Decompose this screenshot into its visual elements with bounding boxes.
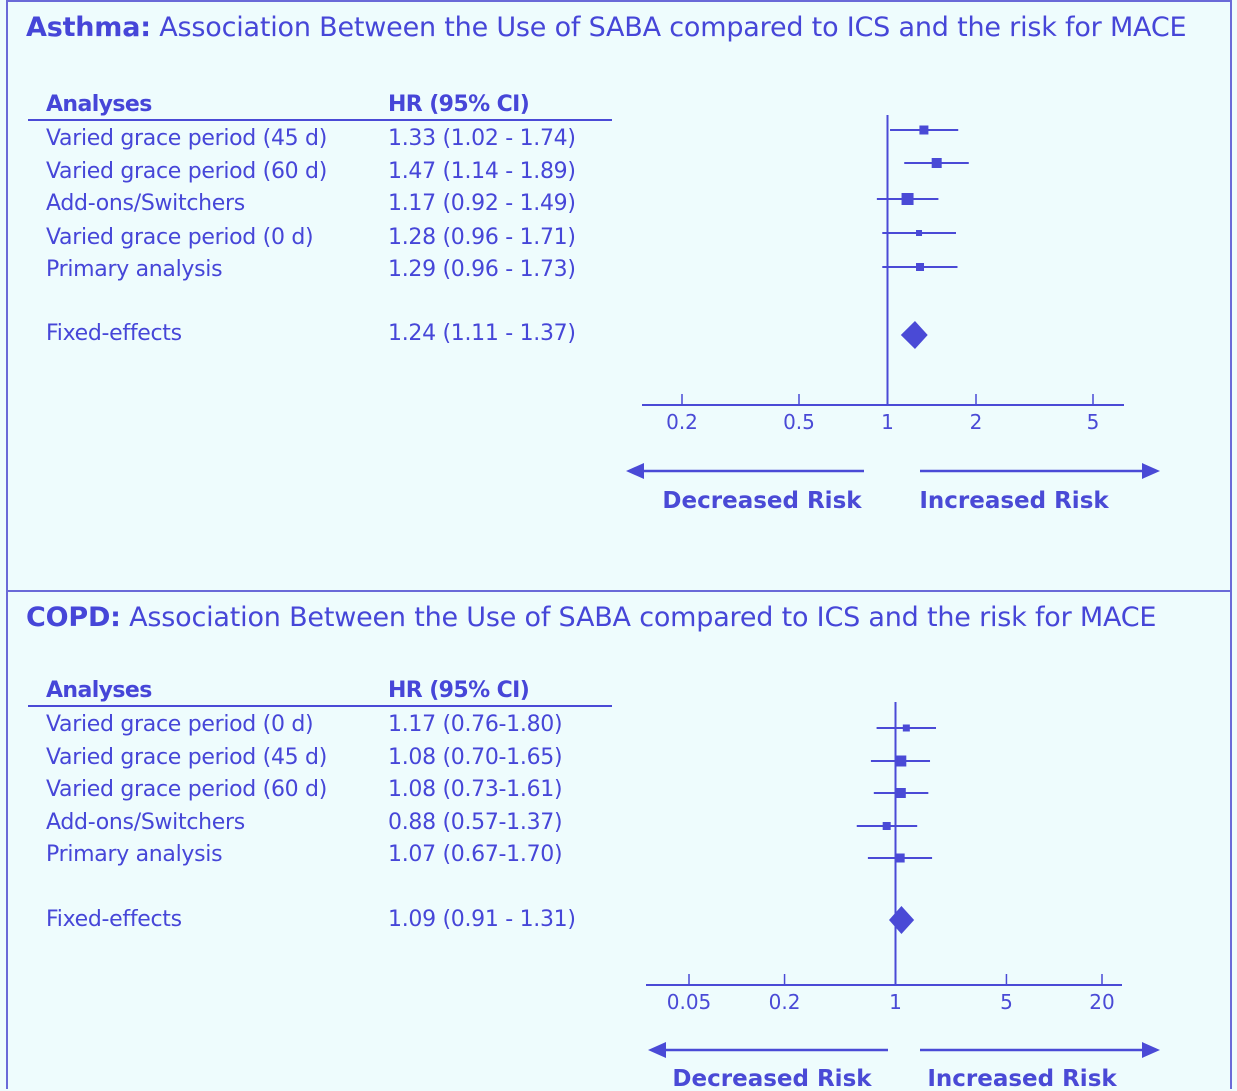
- copd-row-ci: 1.08 (0.73-1.61): [388, 777, 563, 802]
- copd-row-ci: 0.88 (0.57-1.37): [388, 810, 563, 835]
- asthma-x-tick-label: 2: [970, 410, 983, 434]
- copd-decreased-arrowhead: [648, 1042, 666, 1058]
- asthma-point-estimate: [931, 158, 942, 168]
- copd-panel: COPD: Association Between the Use of SAB…: [6, 590, 1232, 1091]
- asthma-point-estimate: [916, 263, 925, 271]
- asthma-decreased-arrowhead: [626, 463, 644, 479]
- copd-pooled-diamond: [888, 906, 915, 934]
- copd-title-lead: COPD:: [26, 602, 121, 633]
- asthma-increased-risk-label: Increased Risk: [919, 488, 1109, 514]
- copd-row-label: Varied grace period (60 d): [46, 777, 327, 802]
- copd-analyses-header: Analyses: [46, 678, 152, 703]
- asthma-row-label: Varied grace period (0 d): [46, 225, 314, 250]
- asthma-forest-plot: 0.2 0.5 1 2 5 Decreased Risk Increased Risk: [626, 115, 1160, 514]
- asthma-point-estimate: [916, 230, 923, 236]
- asthma-point-estimate: [901, 193, 914, 205]
- copd-x-tick-label: 0.2: [769, 990, 801, 1014]
- asthma-header-rule: [28, 119, 612, 121]
- asthma-increased-arrowhead: [1142, 463, 1160, 479]
- copd-row-ci: 1.07 (0.67-1.70): [388, 842, 563, 867]
- copd-pooled-ci: 1.09 (0.91 - 1.31): [388, 907, 576, 932]
- copd-point-estimate: [895, 755, 907, 767]
- asthma-row-ci: 1.28 (0.96 - 1.71): [388, 225, 576, 250]
- copd-x-tick-label: 20: [1089, 990, 1114, 1014]
- copd-point-estimate: [902, 724, 910, 732]
- asthma-row-ci: 1.33 (1.02 - 1.74): [388, 126, 576, 151]
- copd-increased-risk-label: Increased Risk: [927, 1066, 1117, 1091]
- copd-row-label: Varied grace period (45 d): [46, 745, 327, 770]
- copd-increased-arrowhead: [1142, 1042, 1160, 1058]
- copd-pooled-label: Fixed-effects: [46, 907, 182, 932]
- copd-x-tick-label: 5: [1000, 990, 1013, 1014]
- asthma-x-tick-label: 1: [881, 410, 894, 434]
- copd-x-tick-label: 1: [889, 990, 902, 1014]
- copd-title: COPD: Association Between the Use of SAB…: [26, 602, 1156, 633]
- asthma-pooled-diamond: [900, 321, 928, 349]
- copd-row-label: Varied grace period (0 d): [46, 712, 314, 737]
- asthma-row-label: Add-ons/Switchers: [46, 191, 245, 216]
- copd-row-ci: 1.17 (0.76-1.80): [388, 712, 563, 737]
- copd-point-estimate: [882, 822, 891, 830]
- copd-row-ci: 1.08 (0.70-1.65): [388, 745, 563, 770]
- copd-title-rest: Association Between the Use of SABA comp…: [120, 602, 1157, 633]
- asthma-row-label: Primary analysis: [46, 257, 223, 282]
- copd-hr-header: HR (95% CI): [388, 678, 530, 703]
- asthma-point-estimate: [919, 125, 929, 135]
- copd-point-estimate: [895, 853, 905, 863]
- copd-header-rule: [28, 705, 612, 707]
- asthma-x-tick-label: 5: [1087, 410, 1100, 434]
- asthma-row-ci: 1.17 (0.92 - 1.49): [388, 191, 576, 216]
- asthma-x-tick-label: 0.2: [666, 410, 698, 434]
- asthma-row-label: Varied grace period (45 d): [46, 126, 327, 151]
- asthma-pooled-label: Fixed-effects: [46, 321, 182, 346]
- asthma-title-rest: Association Between the Use of SABA comp…: [150, 12, 1187, 43]
- copd-x-tick-label: 0.05: [667, 990, 712, 1014]
- copd-forest-plot: 0.05 0.2 1 5 20 Decreased Risk Increased Risk: [646, 702, 1160, 1091]
- copd-row-label: Primary analysis: [46, 842, 223, 867]
- asthma-panel: Asthma: Association Between the Use of S…: [6, 0, 1232, 592]
- asthma-row-ci: 1.29 (0.96 - 1.73): [388, 257, 576, 282]
- asthma-analyses-header: Analyses: [46, 92, 152, 117]
- asthma-row-ci: 1.47 (1.14 - 1.89): [388, 159, 576, 184]
- asthma-decreased-risk-label: Decreased Risk: [662, 488, 862, 514]
- copd-point-estimate: [895, 788, 906, 798]
- copd-decreased-risk-label: Decreased Risk: [672, 1066, 872, 1091]
- asthma-title-lead: Asthma:: [26, 12, 151, 43]
- asthma-pooled-ci: 1.24 (1.11 - 1.37): [388, 321, 576, 346]
- asthma-x-tick-label: 0.5: [783, 410, 815, 434]
- copd-row-label: Add-ons/Switchers: [46, 810, 245, 835]
- asthma-title: Asthma: Association Between the Use of S…: [26, 12, 1187, 43]
- asthma-row-label: Varied grace period (60 d): [46, 159, 327, 184]
- asthma-hr-header: HR (95% CI): [388, 92, 530, 117]
